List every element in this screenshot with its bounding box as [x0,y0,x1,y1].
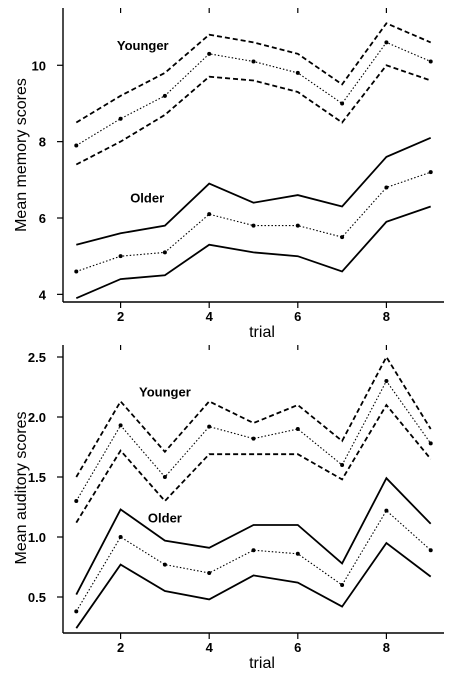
auditory-ticks [57,345,388,639]
memory-y-axis-title: Mean memory scores [13,78,30,232]
memory-older-upper-line [76,136,432,246]
memory-younger-mean-point [295,70,300,75]
memory-x-axis-title: trial [249,324,275,341]
auditory-y-tick-label: 2.0 [28,410,46,425]
memory-older-mean-line [76,171,431,273]
memory-older-mean-point [162,250,167,255]
memory-younger-mean-point [162,93,167,98]
auditory-younger-mean-point [251,436,256,441]
auditory-y-axis-title: Mean auditory scores [13,412,30,565]
memory-younger-mean-point [251,59,256,64]
auditory-older-mean-point [340,583,345,587]
memory-younger-mean-point [340,101,345,106]
memory-y-tick-label: 4 [39,287,47,302]
auditory-older-mean-point [428,548,433,553]
auditory-younger-mean-point [162,475,167,479]
memory-y-tick-label: 8 [39,135,46,150]
auditory-younger-mean-point [384,379,389,383]
auditory-x-tick-label: 4 [206,640,214,655]
memory-younger-mean-point [428,59,433,64]
memory-x-tick-label: 6 [294,309,301,324]
memory-x-tick-label: 8 [383,309,390,324]
auditory-y-tick-label: 1.5 [28,470,46,485]
auditory-x-tick-label: 8 [383,640,390,655]
memory-y-tick-label: 10 [32,58,46,73]
memory-older-mean-point [384,185,389,190]
memory-older-mean-point [207,212,212,217]
auditory-lines [74,355,433,629]
auditory-older-lower-line [75,541,432,629]
auditory-y-tick-label: 2.5 [28,350,46,365]
memory-older-mean-point [340,235,345,240]
memory-older-mean-point [74,269,79,274]
auditory-older-mean-point [118,535,123,539]
auditory-older-mean-point [74,609,79,614]
memory-older-mean-point [118,254,123,259]
auditory-older-mean-point [384,508,389,513]
auditory-y-tick-label: 0.5 [28,590,46,605]
memory-x-tick-label: 4 [206,309,214,324]
auditory-younger-mean-point [74,499,79,503]
auditory-younger-mean-point [428,441,433,446]
memory-older-mean-point [251,223,256,228]
auditory-y-tick-label: 1.0 [28,530,46,545]
auditory-older-upper-line [75,476,432,596]
memory-x-tick-label: 2 [117,309,124,324]
auditory-older-mean-point [251,548,256,553]
auditory-younger-label: Younger [139,385,191,400]
memory-younger-mean-point [207,51,212,56]
memory-older-mean-point [428,170,433,175]
memory-younger-lower-line [75,64,431,166]
memory-older-mean-point [295,223,300,228]
auditory-older-mean-point [162,562,167,567]
auditory-younger-mean-point [340,463,345,467]
memory-younger-upper-line [75,22,432,124]
memory-y-tick-label: 6 [39,211,46,226]
memory-younger-mean-point [384,40,389,45]
memory-chart: 2 4 6 8 4 6 8 10 trial Mean memory score… [13,8,444,341]
auditory-younger-mean-point [118,423,123,428]
auditory-older-mean-point [295,551,300,556]
memory-younger-mean-point [74,143,79,148]
auditory-chart: 2 4 6 8 0.5 1.0 1.5 2.0 2.5 trial Mean a… [13,345,444,672]
memory-lines [74,22,433,300]
auditory-younger-lower-line [75,403,432,524]
auditory-younger-mean-line [75,379,432,502]
auditory-younger-mean-point [207,424,212,429]
auditory-x-tick-label: 2 [117,640,124,655]
auditory-x-axis-title: trial [249,655,275,672]
memory-ticks [57,8,388,308]
auditory-younger-upper-line [75,355,432,478]
memory-younger-mean-point [118,116,123,121]
memory-older-label: Older [130,191,164,206]
memory-younger-label: Younger [117,38,169,53]
memory-younger-mean-line [76,41,431,146]
memory-older-lower-line [75,205,431,300]
auditory-x-tick-label: 6 [294,640,301,655]
auditory-younger-mean-point [295,427,300,431]
auditory-older-label: Older [148,511,182,526]
auditory-older-mean-point [207,571,212,575]
